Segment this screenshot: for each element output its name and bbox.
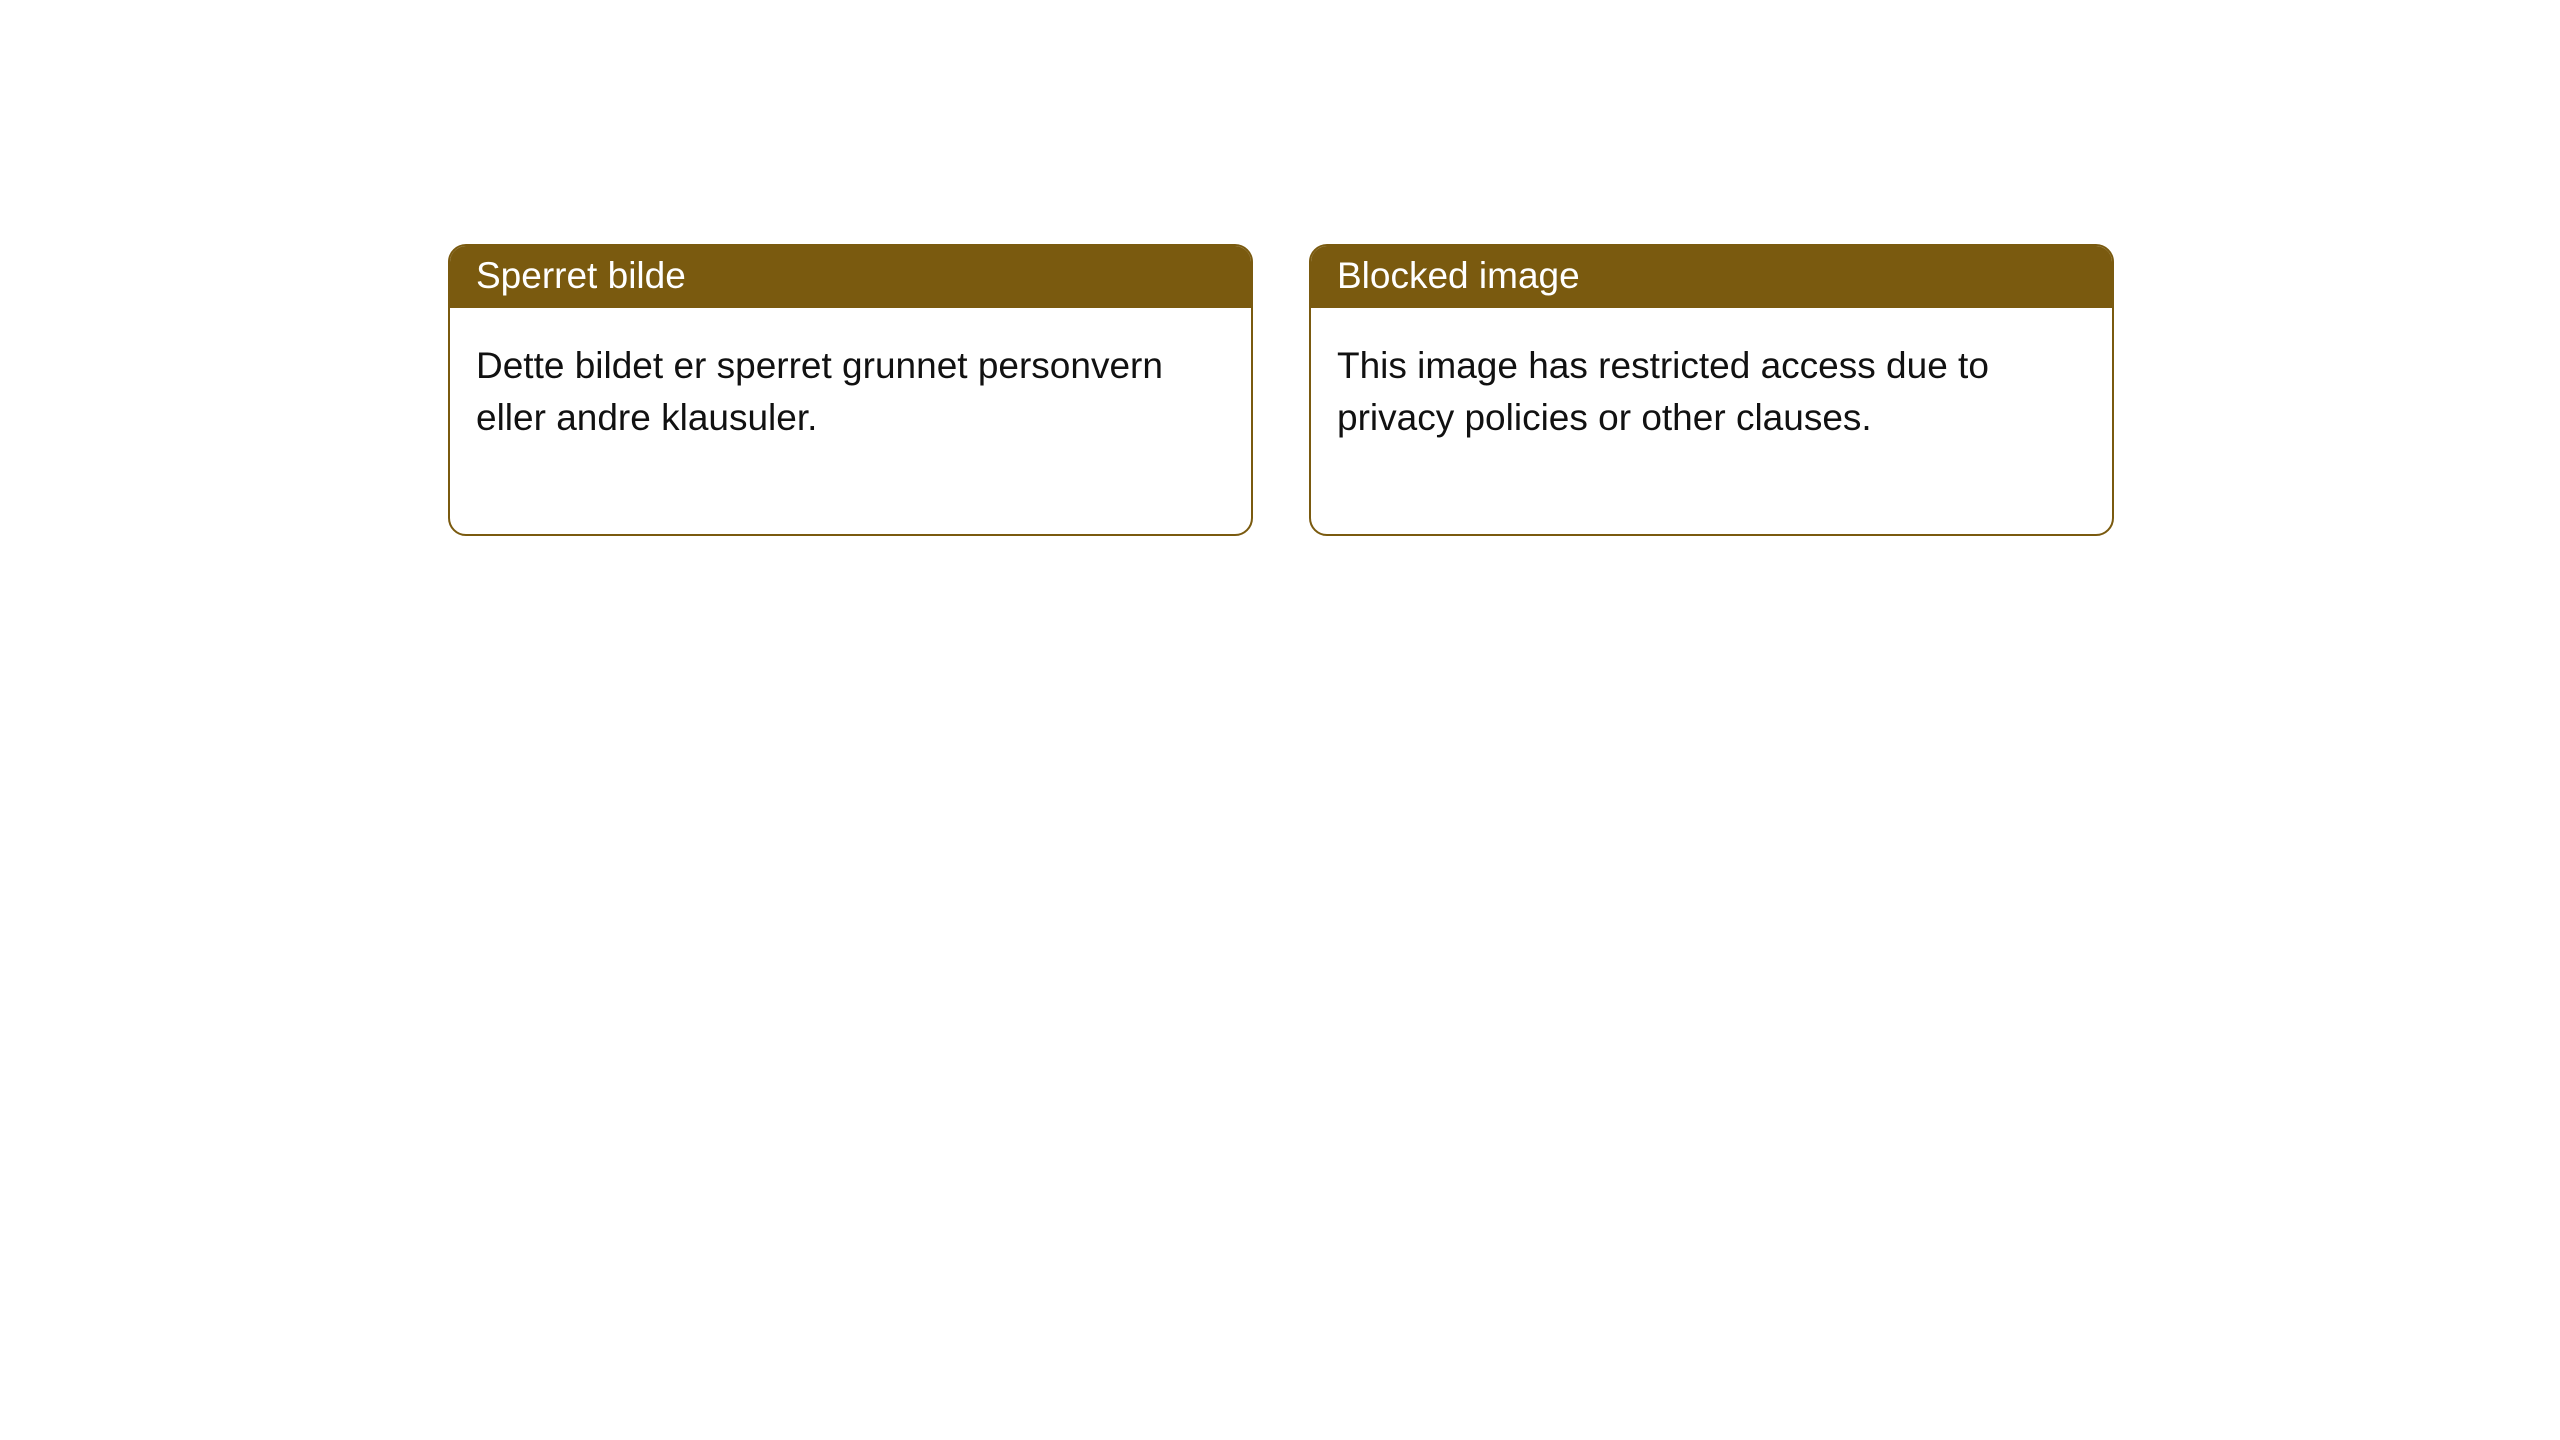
notice-card-norwegian: Sperret bilde Dette bildet er sperret gr… (448, 244, 1253, 536)
notice-body: This image has restricted access due to … (1311, 308, 2112, 534)
notice-header: Blocked image (1311, 246, 2112, 308)
notice-header: Sperret bilde (450, 246, 1251, 308)
notice-container: Sperret bilde Dette bildet er sperret gr… (0, 0, 2560, 536)
notice-card-english: Blocked image This image has restricted … (1309, 244, 2114, 536)
notice-body: Dette bildet er sperret grunnet personve… (450, 308, 1251, 534)
